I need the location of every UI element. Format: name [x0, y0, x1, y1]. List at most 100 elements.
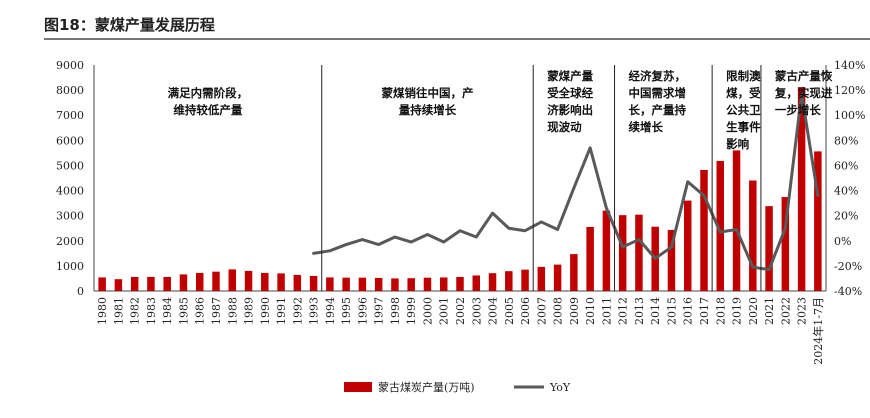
- yoy-point: [588, 146, 592, 150]
- phase-annotation-line: 经济复苏，: [629, 69, 687, 83]
- x-tick-label: 2013: [633, 297, 646, 325]
- production-bar: [667, 229, 676, 291]
- x-tick-label: 2017: [698, 297, 711, 325]
- right-y-tick-label: 100%: [834, 109, 865, 122]
- x-tick-label: 2021: [763, 297, 776, 325]
- production-bar: [765, 206, 773, 291]
- x-tick-label: 2000: [421, 297, 434, 325]
- production-bar: [537, 266, 546, 291]
- right-y-tick-label: -40%: [834, 285, 862, 298]
- legend-bar-swatch: [344, 382, 372, 392]
- x-tick-label: 1981: [112, 297, 125, 325]
- figure-title: 图18：蒙煤产量发展历程: [44, 16, 215, 34]
- yoy-series-line: [312, 92, 820, 272]
- production-bar: [391, 278, 399, 291]
- production-bar: [521, 269, 529, 291]
- yoy-point: [393, 235, 397, 239]
- production-bar: [147, 276, 155, 291]
- production-bar: [439, 277, 448, 291]
- phase-annotation-line: 公共卫: [726, 103, 761, 117]
- production-bar: [326, 277, 334, 291]
- x-tick-label: 1999: [405, 297, 418, 325]
- production-bar: [163, 276, 171, 291]
- x-tick-label: 2018: [714, 297, 727, 325]
- right-y-tick-label: 0%: [834, 235, 851, 248]
- left-y-tick-label: 9000: [56, 59, 84, 72]
- right-y-tick-label: 40%: [834, 185, 858, 198]
- yoy-point: [751, 265, 754, 269]
- yoy-point: [816, 194, 820, 197]
- right-y-tick-label: 140%: [834, 59, 865, 72]
- production-bar: [374, 277, 383, 291]
- x-tick-label: 1987: [210, 297, 223, 325]
- phase-annotation-line: 蒙煤销往中国，产: [381, 86, 473, 100]
- yoy-point: [556, 228, 559, 231]
- production-bar: [212, 271, 220, 291]
- yoy-point: [377, 243, 380, 246]
- x-tick-label: 1998: [389, 297, 402, 325]
- phase-annotation-line: 长，产量持: [629, 103, 687, 117]
- yoy-point: [361, 238, 364, 241]
- yoy-point: [572, 186, 576, 190]
- yoy-line-layer: [312, 92, 820, 272]
- phase-annotation-line: 生事件: [726, 120, 761, 134]
- x-tick-label: 2022: [779, 297, 792, 325]
- x-tick-label: 1994: [324, 297, 337, 325]
- production-bar: [814, 151, 822, 291]
- production-bar: [130, 276, 139, 291]
- production-bar: [618, 215, 627, 291]
- x-tick-label: 2006: [519, 297, 532, 325]
- right-y-tick-label: -20%: [834, 260, 862, 273]
- yoy-point: [654, 257, 657, 260]
- x-tick-label: 2024年1-7月: [811, 297, 825, 365]
- yoy-point: [540, 220, 543, 224]
- phase-annotation-line: 影响: [726, 137, 749, 151]
- phase-annotation-line: 受全球经: [547, 86, 593, 100]
- phase-annotation-line: 蒙古产量恢: [775, 69, 833, 83]
- production-bar: [228, 269, 237, 291]
- x-tick-label: 1982: [129, 297, 142, 325]
- left-y-tick-label: 0: [77, 285, 84, 298]
- right-y-tick-label: 60%: [834, 159, 858, 172]
- x-tick-label: 2003: [470, 297, 483, 325]
- yoy-point: [344, 243, 348, 246]
- production-bar: [635, 214, 643, 291]
- x-tick-label: 2011: [600, 297, 613, 325]
- x-tick-label: 2009: [568, 297, 581, 325]
- legend-layer: 蒙古煤炭产量(万吨) YoY: [344, 380, 571, 394]
- legend-bar-label: 蒙古煤炭产量(万吨): [378, 380, 475, 394]
- left-y-tick-label: 7000: [56, 109, 84, 122]
- yoy-point: [767, 268, 771, 271]
- yoy-point: [637, 238, 641, 241]
- x-tick-label: 2014: [649, 297, 662, 325]
- phase-annotation-line: 续增长: [629, 120, 664, 134]
- left-y-tick-label: 5000: [56, 159, 84, 172]
- production-bar: [407, 278, 415, 291]
- production-bar: [261, 272, 269, 291]
- phase-annotation-line: 现波动: [547, 120, 582, 134]
- x-tick-label: 2019: [731, 297, 744, 325]
- production-bar: [114, 279, 123, 291]
- production-bar: [683, 200, 692, 291]
- x-tick-label: 1991: [275, 297, 288, 325]
- x-tick-label: 2004: [487, 297, 500, 325]
- production-bar: [749, 180, 757, 291]
- phase-annotation-line: 一步增长: [775, 103, 821, 117]
- yoy-point: [312, 252, 315, 255]
- production-bar: [488, 273, 497, 291]
- production-bar: [342, 277, 350, 291]
- left-y-tick-label: 2000: [56, 235, 84, 248]
- yoy-point: [735, 228, 738, 231]
- production-bar: [700, 169, 708, 291]
- yoy-point: [719, 230, 722, 234]
- x-tick-label: 2001: [438, 297, 451, 325]
- yoy-point: [442, 240, 445, 244]
- x-tick-label: 1988: [226, 297, 239, 325]
- production-bar: [570, 254, 578, 291]
- left-y-tick-label: 4000: [56, 185, 84, 198]
- phase-annotation-line: 维持较低产量: [173, 103, 242, 117]
- x-tick-label: 2007: [535, 297, 548, 325]
- x-tick-label: 1985: [177, 297, 190, 325]
- x-tick-label: 2005: [503, 297, 516, 325]
